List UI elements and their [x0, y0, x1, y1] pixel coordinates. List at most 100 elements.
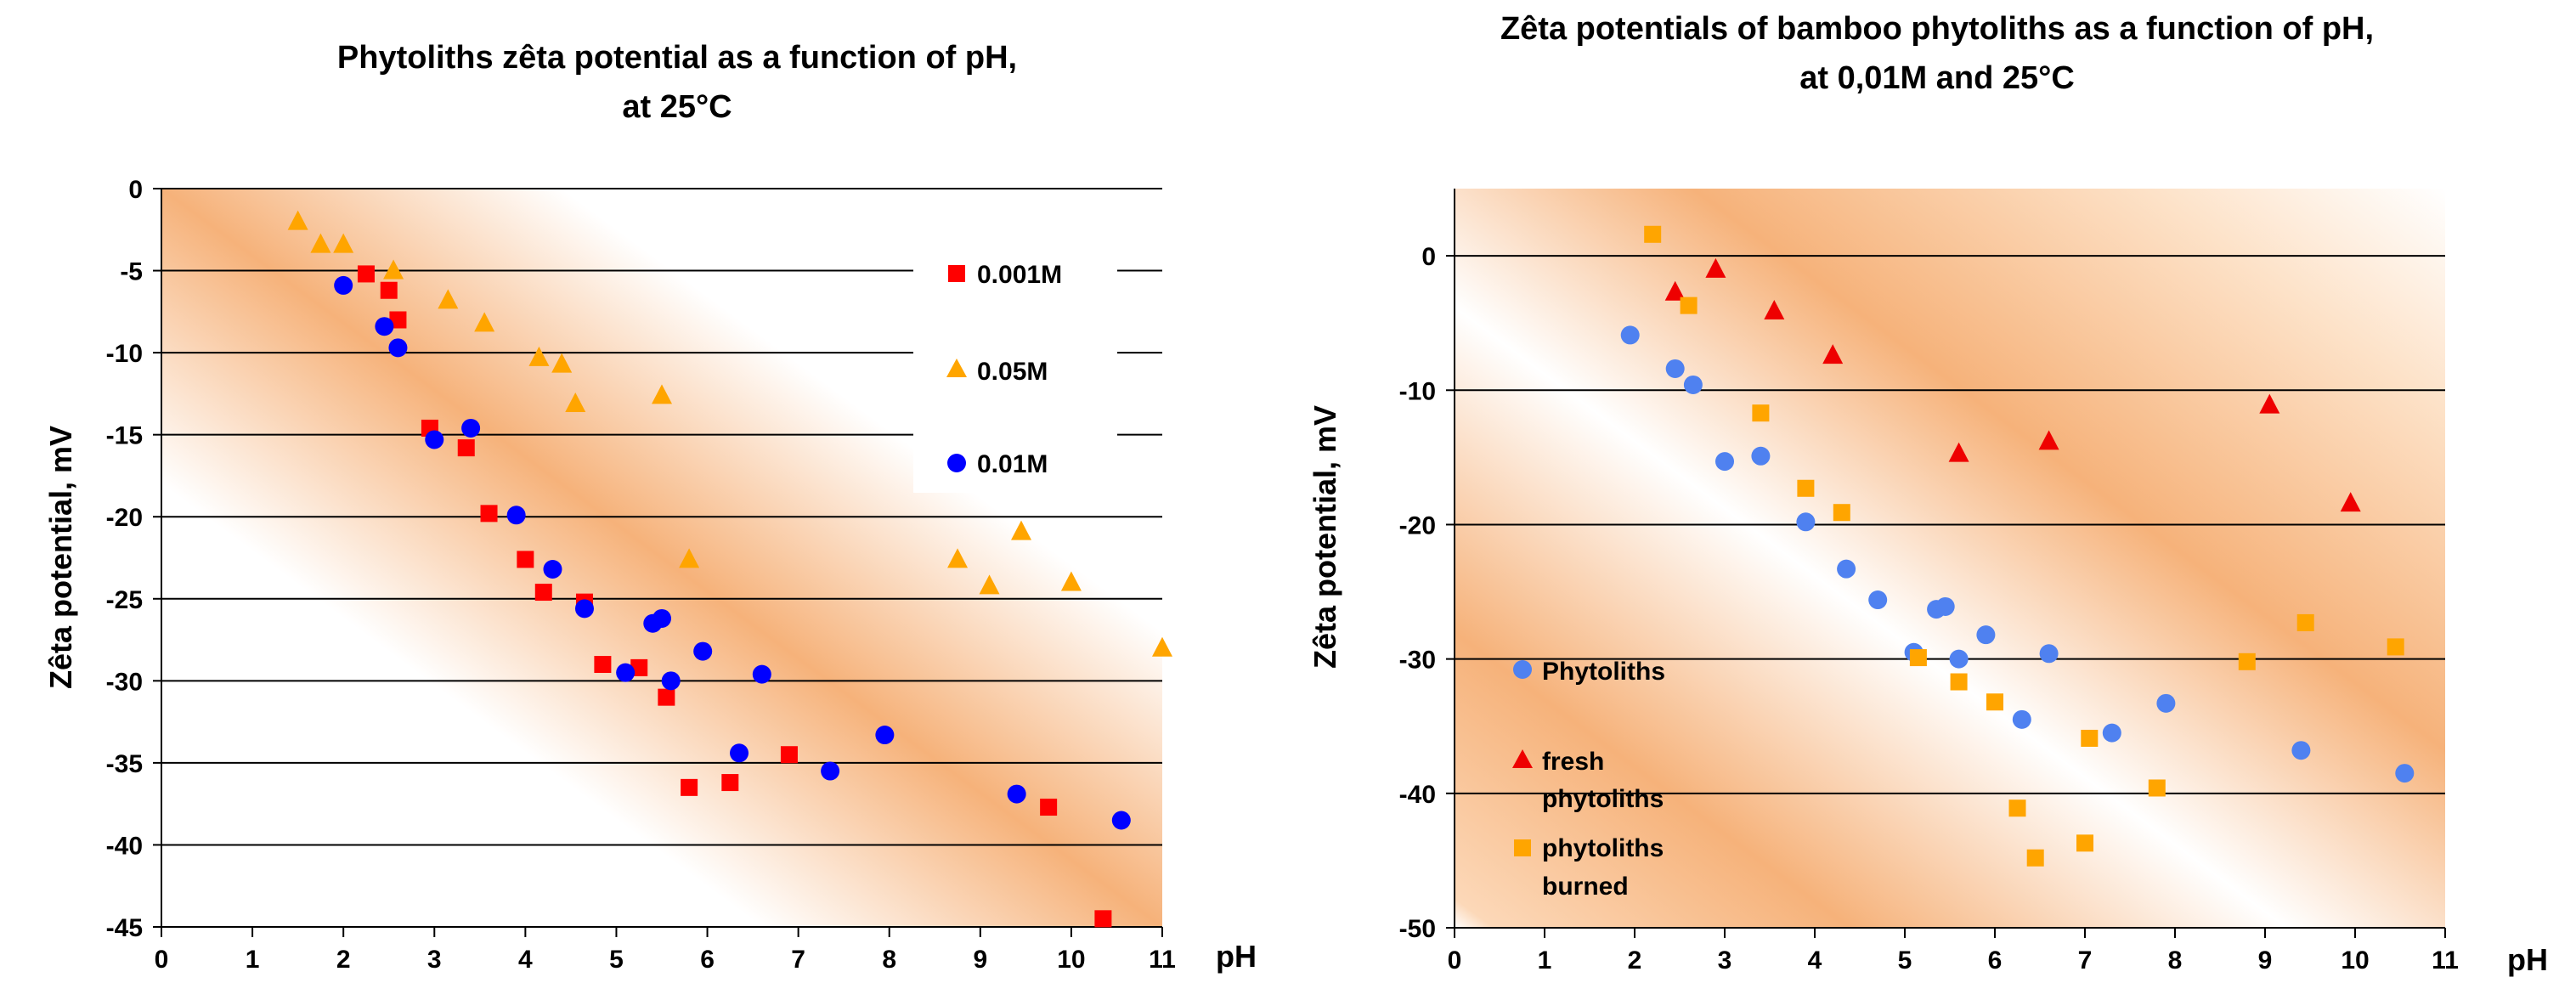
data-point-series-0 [721, 774, 739, 792]
y-tick-label: -40 [106, 832, 143, 860]
data-point-series-0 [1683, 375, 1703, 394]
chart-1-title-line2: at 25°C [622, 89, 732, 125]
chart-2-title-line1: Zêta potentials of bamboo phytoliths as … [1500, 11, 2374, 47]
x-tick-label: 10 [2341, 946, 2369, 975]
y-tick-label: -40 [1399, 781, 1436, 809]
chart-1-tick-labels: 0 -5 -10 -15 -20 -25 -30 -35 -40 -45 0 1 2 3 4 5 6 7 8 9 10 1… [106, 176, 1176, 974]
data-point-series-2 [1909, 649, 1927, 667]
data-point-series-1 [310, 233, 331, 253]
x-tick-label: 7 [2078, 946, 2093, 975]
data-point-series-0 [1976, 625, 1996, 645]
data-point-series-0 [517, 551, 534, 568]
data-point-series-2 [543, 560, 562, 579]
data-point-series-1 [947, 548, 969, 568]
data-point-series-2 [2238, 653, 2256, 670]
legend-label-0.05M: 0.05M [977, 358, 1048, 386]
data-point-series-1 [1152, 636, 1172, 657]
chart-2-y-axis-label: Zêta potential, mV [1308, 405, 1342, 669]
data-point-series-2 [1986, 693, 2003, 711]
data-point-series-2 [2026, 849, 2044, 867]
y-tick-label: -20 [106, 504, 143, 532]
data-point-series-2 [2387, 638, 2404, 656]
x-tick-label: 8 [2168, 946, 2183, 975]
x-tick-label: 1 [1538, 946, 1552, 975]
data-point-series-2 [2296, 613, 2314, 631]
chart-1-x-axis-label: pH [1216, 939, 1257, 974]
x-tick-label: 3 [1718, 946, 1732, 975]
data-point-series-2 [2008, 799, 2026, 817]
y-tick-label: -10 [106, 340, 143, 368]
data-point-series-2 [425, 430, 444, 449]
y-tick-label: -20 [1399, 511, 1436, 540]
y-tick-label: -5 [120, 258, 143, 286]
data-point-series-2 [1752, 404, 1770, 422]
data-point-series-2 [1833, 504, 1850, 522]
y-tick-label: -30 [1399, 647, 1436, 675]
x-tick-label: 11 [1149, 946, 1176, 974]
x-tick-label: 7 [791, 946, 805, 974]
x-tick-label: 2 [1628, 946, 1642, 975]
data-point-series-1 [383, 259, 404, 280]
data-point-series-0 [630, 658, 648, 676]
x-tick-label: 5 [609, 946, 624, 974]
x-tick-label: 9 [973, 946, 987, 974]
data-point-series-0 [2039, 644, 2059, 664]
x-tick-label: 4 [1808, 946, 1822, 975]
chart-1-data-points [287, 210, 1172, 928]
data-point-series-0 [389, 311, 407, 329]
data-point-series-2 [1950, 673, 1968, 691]
data-point-series-1 [652, 384, 672, 404]
data-point-series-1 [1705, 257, 1726, 278]
data-point-series-2 [388, 338, 408, 358]
data-point-series-2 [752, 664, 771, 684]
data-point-series-0 [480, 505, 498, 523]
chart-2-legend: Phytoliths fresh phytoliths phytoliths b… [1512, 658, 1665, 901]
legend-label-fresh-line1: fresh [1542, 748, 1604, 776]
data-point-series-0 [2291, 741, 2311, 760]
data-point-series-2 [2148, 779, 2166, 797]
data-point-series-0 [457, 439, 475, 457]
x-tick-label: 9 [2258, 946, 2273, 975]
data-point-series-2 [1797, 479, 1815, 497]
data-point-series-1 [1011, 520, 1032, 540]
data-point-series-0 [380, 281, 398, 299]
legend-marker-0.01M [947, 454, 966, 472]
data-point-series-0 [2012, 709, 2031, 729]
legend-marker-phytoliths [1513, 660, 1532, 679]
data-point-series-0 [1837, 559, 1856, 579]
legend-marker-phytoliths-burned [1514, 839, 1531, 856]
legend-label-burned-line2: burned [1542, 873, 1629, 901]
x-tick-label: 6 [1988, 946, 2003, 975]
data-point-series-2 [2076, 834, 2093, 852]
chart-1-legend: 0.001M 0.05M 0.01M [913, 238, 1117, 493]
chart-2-plot-area [1455, 189, 2445, 928]
data-point-series-1 [1664, 280, 1686, 301]
data-point-series-0 [1796, 512, 1816, 532]
data-point-series-0 [1040, 799, 1058, 816]
x-tick-label: 6 [700, 946, 715, 974]
data-point-series-2 [875, 726, 895, 745]
x-tick-label: 3 [427, 946, 442, 974]
x-tick-label: 0 [1448, 946, 1462, 975]
data-point-series-0 [357, 265, 375, 283]
data-point-series-2 [1644, 225, 1662, 243]
data-point-series-0 [1935, 596, 1955, 616]
data-point-series-2 [730, 743, 749, 763]
data-point-series-0 [1868, 590, 1888, 610]
y-tick-label: -15 [106, 422, 143, 450]
x-tick-label: 8 [882, 946, 896, 974]
chart-2-tick-labels: 0 -10 -20 -30 -40 -50 0 1 2 3 4 5 6 7 8 9 10 11 [1399, 243, 2459, 975]
legend-marker-fresh-phytoliths [1512, 749, 1533, 768]
data-point-series-1 [2340, 492, 2361, 512]
data-point-series-0 [1094, 910, 1112, 928]
data-point-series-0 [594, 656, 612, 674]
data-point-series-1 [333, 233, 354, 253]
y-tick-label: 0 [128, 176, 143, 204]
y-tick-label: -10 [1399, 377, 1436, 405]
data-point-series-0 [534, 584, 552, 602]
data-point-series-2 [574, 599, 594, 619]
data-point-series-0 [1620, 325, 1640, 345]
x-tick-label: 10 [1057, 946, 1085, 974]
chart-1-axes [153, 188, 1163, 937]
